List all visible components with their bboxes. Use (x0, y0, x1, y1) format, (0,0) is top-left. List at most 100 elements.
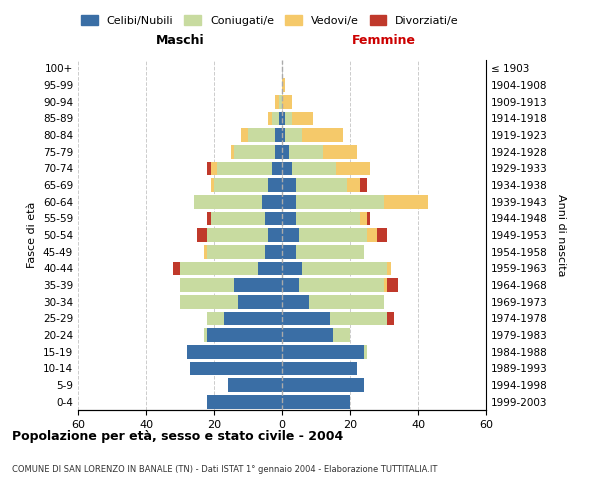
Bar (217, 162, 272, 175)
Bar (282, 145, 289, 158)
Bar (282, 328, 333, 342)
Bar (292, 112, 313, 125)
Bar (211, 212, 265, 225)
Bar (282, 112, 286, 125)
Bar (286, 128, 302, 142)
Bar (265, 245, 282, 258)
Legend: Celibi/Nubili, Coniugati/e, Vedovi/e, Divorziati/e: Celibi/Nubili, Coniugati/e, Vedovi/e, Di… (77, 10, 463, 30)
Text: Popolazione per età, sesso e stato civile - 2004: Popolazione per età, sesso e stato civil… (12, 430, 343, 443)
Bar (282, 195, 296, 208)
Bar (204, 245, 207, 258)
Bar (360, 178, 367, 192)
Bar (207, 228, 268, 242)
Bar (207, 328, 282, 342)
Bar (187, 345, 282, 358)
Bar (388, 262, 391, 275)
Bar (278, 95, 282, 108)
Bar (235, 145, 275, 158)
Bar (211, 178, 214, 192)
Bar (282, 162, 292, 175)
Y-axis label: Anni di nascita: Anni di nascita (556, 194, 566, 276)
Text: Maschi: Maschi (155, 34, 205, 46)
Bar (296, 178, 347, 192)
Bar (289, 145, 323, 158)
Bar (384, 195, 428, 208)
Bar (275, 145, 282, 158)
Bar (207, 212, 211, 225)
Bar (282, 345, 364, 358)
Bar (272, 162, 282, 175)
Bar (238, 295, 282, 308)
Bar (180, 278, 235, 292)
Bar (258, 262, 282, 275)
Bar (282, 178, 296, 192)
Bar (282, 245, 296, 258)
Bar (388, 278, 398, 292)
Bar (282, 228, 299, 242)
Bar (231, 145, 235, 158)
Bar (323, 145, 357, 158)
Bar (282, 312, 329, 325)
Bar (268, 228, 282, 242)
Bar (207, 162, 211, 175)
Bar (282, 378, 364, 392)
Bar (173, 262, 180, 275)
Bar (388, 312, 394, 325)
Bar (292, 162, 337, 175)
Bar (347, 178, 360, 192)
Bar (224, 312, 282, 325)
Bar (333, 328, 350, 342)
Bar (194, 195, 262, 208)
Bar (265, 212, 282, 225)
Bar (207, 245, 265, 258)
Bar (282, 128, 286, 142)
Bar (282, 362, 357, 375)
Bar (207, 395, 282, 408)
Bar (286, 112, 292, 125)
Bar (337, 162, 370, 175)
Bar (364, 345, 367, 358)
Bar (282, 295, 309, 308)
Bar (282, 95, 292, 108)
Bar (302, 128, 343, 142)
Bar (211, 162, 217, 175)
Bar (275, 95, 278, 108)
Bar (241, 128, 248, 142)
Bar (272, 112, 278, 125)
Bar (214, 178, 268, 192)
Bar (204, 328, 207, 342)
Bar (180, 262, 258, 275)
Text: Femmine: Femmine (352, 34, 416, 46)
Bar (268, 112, 272, 125)
Bar (329, 312, 388, 325)
Bar (190, 362, 282, 375)
Bar (275, 128, 282, 142)
Bar (296, 195, 384, 208)
Bar (296, 245, 364, 258)
Bar (367, 212, 370, 225)
Bar (296, 212, 360, 225)
Bar (377, 228, 388, 242)
Bar (262, 195, 282, 208)
Bar (180, 295, 238, 308)
Bar (282, 262, 302, 275)
Bar (309, 295, 384, 308)
Text: COMUNE DI SAN LORENZO IN BANALE (TN) - Dati ISTAT 1° gennaio 2004 - Elaborazione: COMUNE DI SAN LORENZO IN BANALE (TN) - D… (12, 465, 437, 474)
Bar (227, 378, 282, 392)
Bar (282, 78, 286, 92)
Bar (278, 112, 282, 125)
Bar (248, 128, 275, 142)
Bar (282, 212, 296, 225)
Bar (360, 212, 367, 225)
Y-axis label: Fasce di età: Fasce di età (28, 202, 37, 268)
Bar (197, 228, 207, 242)
Bar (299, 228, 367, 242)
Bar (299, 278, 384, 292)
Bar (207, 312, 224, 325)
Bar (282, 278, 299, 292)
Bar (384, 278, 388, 292)
Bar (268, 178, 282, 192)
Bar (235, 278, 282, 292)
Bar (302, 262, 388, 275)
Bar (367, 228, 377, 242)
